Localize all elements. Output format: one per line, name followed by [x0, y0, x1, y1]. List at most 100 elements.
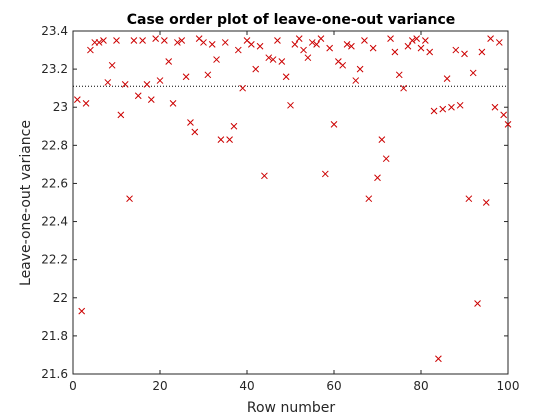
data-point — [378, 136, 386, 143]
data-point — [95, 39, 103, 46]
data-point — [152, 35, 160, 42]
data-point — [139, 37, 146, 44]
data-point — [317, 35, 325, 42]
data-point — [204, 71, 212, 79]
y-tick-label: 22 — [53, 291, 68, 305]
data-point — [252, 65, 260, 73]
data-point — [160, 37, 168, 44]
data-point — [308, 39, 316, 46]
data-point — [291, 40, 299, 48]
data-point — [295, 35, 303, 42]
y-tick-label: 21.6 — [41, 367, 68, 381]
data-point — [439, 105, 447, 113]
data-point — [391, 48, 399, 56]
x-tick-label: 40 — [239, 379, 254, 393]
data-point — [421, 37, 429, 44]
data-point — [426, 48, 434, 56]
data-point — [482, 199, 490, 206]
data-point — [417, 44, 425, 52]
data-point — [100, 37, 107, 44]
data-point — [369, 44, 377, 52]
data-point — [265, 54, 273, 62]
data-point — [217, 136, 225, 143]
data-point — [304, 54, 312, 62]
data-point — [448, 103, 455, 111]
data-point — [156, 77, 164, 84]
data-point — [330, 121, 338, 128]
data-point — [352, 77, 360, 84]
x-tick-label: 80 — [413, 379, 428, 393]
data-point — [178, 37, 186, 44]
data-point — [395, 71, 403, 79]
data-point — [408, 37, 416, 44]
data-point — [278, 58, 286, 65]
data-point — [117, 111, 125, 119]
data-point — [361, 37, 368, 44]
data-point — [404, 42, 412, 50]
data-point — [78, 307, 86, 315]
data-point — [504, 121, 512, 128]
plot-area — [72, 30, 512, 375]
axes-box — [72, 30, 509, 375]
data-point — [234, 46, 242, 54]
data-point — [73, 96, 81, 103]
data-point — [465, 195, 473, 203]
data-point — [274, 37, 281, 44]
data-point — [326, 44, 334, 52]
data-point — [348, 42, 355, 50]
data-point — [474, 300, 481, 307]
data-point — [169, 100, 177, 107]
data-point — [374, 174, 381, 182]
data-point — [356, 65, 364, 73]
x-axis-label: Row number — [247, 400, 335, 416]
data-point — [478, 48, 486, 56]
data-point — [174, 39, 181, 46]
data-point — [500, 111, 508, 119]
data-point — [469, 69, 477, 77]
data-point — [82, 100, 90, 107]
y-tick-label: 23.4 — [41, 24, 68, 38]
x-axis-ticks: 0 20 40 60 80 100 — [69, 31, 519, 393]
data-point — [487, 35, 494, 42]
data-point — [256, 42, 264, 50]
data-point — [187, 119, 194, 126]
data-point — [382, 155, 390, 163]
data-point — [287, 101, 294, 109]
data-point — [113, 37, 120, 44]
data-point — [191, 128, 199, 136]
data-point — [400, 84, 407, 92]
y-tick-label: 22.2 — [41, 253, 68, 267]
y-tick-label: 22.6 — [41, 176, 68, 190]
data-point — [213, 56, 220, 63]
data-point — [182, 73, 190, 81]
data-point — [365, 195, 373, 203]
data-point — [452, 46, 460, 54]
data-point — [495, 39, 503, 46]
x-tick-label: 60 — [326, 379, 341, 393]
data-point — [282, 73, 290, 81]
x-tick-label: 100 — [497, 379, 520, 393]
y-tick-label: 22.4 — [41, 215, 68, 229]
data-point — [87, 46, 94, 54]
data-point — [208, 40, 216, 48]
y-tick-label: 23.2 — [41, 62, 68, 76]
data-point — [134, 92, 142, 100]
data-point — [130, 37, 138, 44]
data-markers — [73, 35, 512, 363]
x-tick-label: 20 — [152, 379, 167, 393]
data-point — [269, 56, 277, 63]
data-point — [443, 75, 451, 82]
data-point — [456, 101, 464, 109]
data-point — [430, 107, 438, 115]
data-point — [143, 81, 151, 88]
data-point — [321, 170, 329, 178]
data-point — [165, 58, 173, 65]
data-point — [491, 103, 499, 111]
y-tick-label: 21.8 — [41, 329, 68, 343]
y-axis-label: Leave-one-out variance — [18, 120, 34, 286]
data-point — [387, 35, 394, 42]
data-point — [104, 79, 112, 86]
y-tick-label: 22.8 — [41, 138, 68, 152]
data-point — [343, 40, 351, 48]
